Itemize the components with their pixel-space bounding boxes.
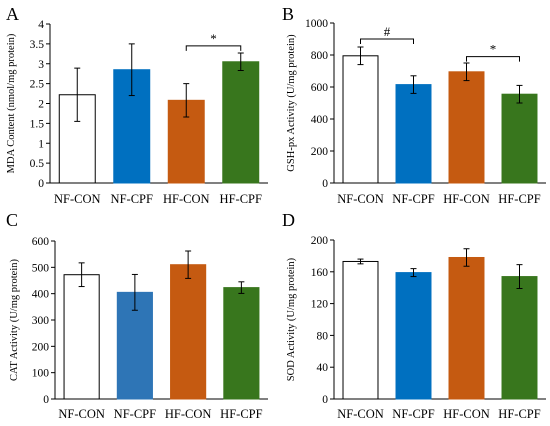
y-tick-label: 120 [311, 299, 329, 311]
y-axis-label: SOD Activity (U/mg protein) [286, 257, 297, 381]
panel-label: A [6, 4, 19, 24]
bar-hf-cpf [501, 93, 538, 184]
significance-marker: * [210, 31, 217, 46]
y-tick-label: 0 [322, 178, 328, 190]
y-tick-label: 3 [38, 59, 44, 71]
bar-hf-con [170, 264, 207, 400]
y-tick-label: 0 [38, 178, 44, 190]
x-tick-label: NF-CPF [392, 407, 434, 421]
x-tick-label: NF-CON [337, 407, 384, 421]
y-axis-label: MDA Content (nmol/mg protein) [6, 33, 17, 173]
y-tick-label: 600 [311, 82, 329, 94]
panel-d: D 0 40 80 120 160 200 SOD Activity (U/mg protei… [282, 210, 546, 421]
bar-hf-con [448, 71, 485, 184]
bar-hf-cpf [223, 287, 260, 400]
y-axis-label: GSH-px Activity (U/mg protein) [286, 34, 297, 172]
bar-nf-con [342, 55, 379, 184]
y-tick-label: 40 [317, 362, 329, 374]
y-tick-label: 3.5 [30, 39, 45, 51]
panel-label: D [282, 210, 295, 230]
panel-a: A 0 0.5 1 1.5 2 2.5 3 3.5 4 MDA Content (nmol/mg p… [6, 4, 268, 206]
x-tick-label: HF-CON [165, 407, 212, 421]
y-tick-label: 300 [32, 315, 50, 327]
bar-nf-con [342, 260, 379, 400]
panel-c: C 0 100 200 300 400 500 600 CAT Activity (U/mg p… [6, 210, 268, 421]
x-tick-label: HF-CPF [498, 192, 540, 206]
significance-bracket [466, 56, 520, 62]
x-tick-label: HF-CPF [220, 192, 262, 206]
x-tick-label: NF-CPF [111, 192, 153, 206]
bar-hf-cpf [222, 61, 260, 184]
significance-marker: * [490, 42, 497, 57]
significance-bracket [185, 45, 242, 51]
y-tick-label: 1.5 [30, 118, 45, 130]
x-tick-label: NF-CON [54, 192, 101, 206]
x-tick-label: NF-CPF [114, 407, 156, 421]
x-tick-label: HF-CON [163, 192, 210, 206]
bar-hf-con [448, 256, 485, 400]
bar-nf-con [63, 274, 100, 400]
y-tick-label: 200 [311, 146, 329, 158]
bar-hf-cpf [501, 276, 538, 400]
y-tick-label: 80 [317, 330, 329, 342]
significance-marker: # [384, 24, 391, 39]
x-tick-label: NF-CPF [392, 192, 434, 206]
y-tick-label: 500 [32, 262, 50, 274]
y-axis-label: CAT Activity (U/mg protein) [9, 258, 20, 381]
bar-nf-cpf [395, 272, 432, 400]
y-tick-label: 600 [32, 236, 50, 248]
y-tick-label: 1000 [305, 18, 328, 30]
panel-b: B 0 200 400 600 800 1000 GSH-px Activity (U/mg … [282, 4, 546, 206]
y-tick-label: 400 [311, 114, 329, 126]
x-tick-label: NF-CON [337, 192, 384, 206]
y-tick-label: 4 [38, 19, 44, 31]
y-tick-label: 160 [311, 267, 329, 279]
panel-label: C [6, 210, 18, 230]
panel-label: B [282, 4, 294, 24]
y-tick-label: 100 [32, 368, 50, 380]
y-tick-label: 2.5 [30, 79, 45, 91]
x-tick-label: HF-CPF [220, 407, 262, 421]
y-tick-label: 0.5 [30, 158, 45, 170]
x-tick-label: HF-CON [443, 192, 490, 206]
y-tick-label: 0 [322, 394, 328, 406]
y-tick-label: 2 [38, 99, 44, 111]
y-tick-label: 800 [311, 50, 329, 62]
y-tick-label: 200 [32, 341, 50, 353]
x-tick-label: NF-CON [58, 407, 105, 421]
y-tick-label: 400 [32, 289, 50, 301]
y-tick-label: 0 [43, 394, 49, 406]
x-tick-label: HF-CPF [498, 407, 540, 421]
x-tick-label: HF-CON [443, 407, 490, 421]
bar-nf-cpf [395, 84, 432, 184]
significance-bracket [360, 38, 414, 44]
y-tick-label: 200 [311, 235, 329, 247]
y-tick-label: 1 [38, 138, 44, 150]
